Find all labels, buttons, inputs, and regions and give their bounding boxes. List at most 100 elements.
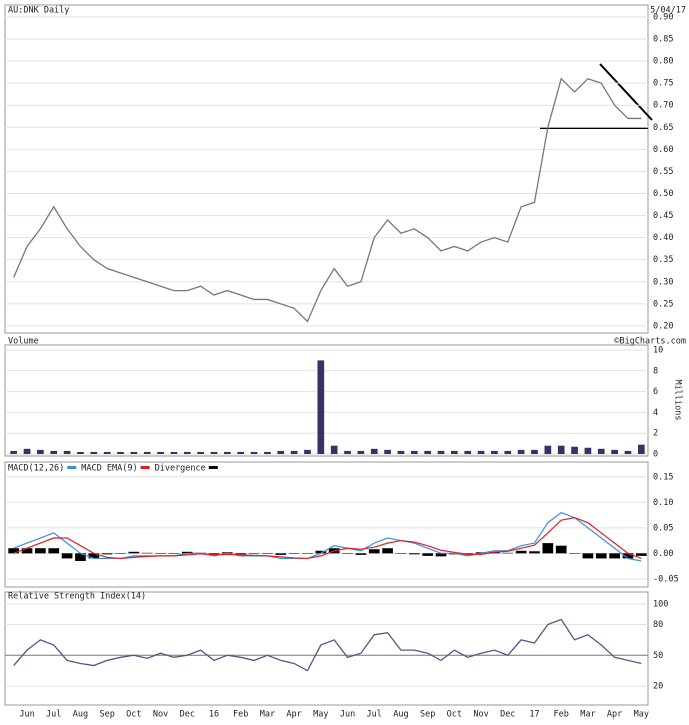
y-tick-label: 0.45 xyxy=(653,211,673,221)
divergence-bar xyxy=(8,548,20,554)
rsi-title: Relative Strength Index(14) xyxy=(8,592,146,602)
y-tick-label: 0.90 xyxy=(653,12,673,22)
x-tick-label: Dec xyxy=(500,710,515,720)
volume-bar xyxy=(611,449,618,455)
divergence-bar xyxy=(635,553,647,556)
volume-bar xyxy=(437,450,445,455)
x-tick-label: Jul xyxy=(46,710,61,720)
y-tick-label: 0.30 xyxy=(653,277,673,287)
x-tick-label: May xyxy=(313,710,328,720)
x-tick-label: Jun xyxy=(19,710,34,720)
y-tick-label: 50 xyxy=(653,651,663,661)
volume-bar xyxy=(170,451,178,455)
volume-bar xyxy=(157,451,164,455)
divergence-bar xyxy=(315,550,327,554)
divergence-bar xyxy=(595,553,607,559)
y-tick-label: 0.10 xyxy=(653,498,673,508)
volume-bar xyxy=(63,450,71,455)
x-tick-label: May xyxy=(634,710,649,720)
x-tick-label: Mar xyxy=(260,710,275,720)
volume-bar xyxy=(10,450,18,455)
volume-bar xyxy=(277,450,285,455)
divergence-bar xyxy=(408,553,420,555)
y-tick-label: 0.50 xyxy=(653,189,673,199)
x-tick-label: Aug xyxy=(393,710,408,720)
volume-bar xyxy=(544,445,552,455)
date-label: 5/04/17 xyxy=(650,6,686,16)
divergence-bar xyxy=(342,553,353,554)
divergence-bar xyxy=(542,543,554,554)
volume-bar xyxy=(290,450,298,455)
divergence-bar xyxy=(88,553,100,559)
y-tick-label: 6 xyxy=(653,387,658,397)
divergence-bar xyxy=(275,553,287,555)
x-tick-label: Sep xyxy=(420,710,435,720)
chart-title: AU:DNK Daily xyxy=(8,6,69,16)
divergence-bar xyxy=(395,553,407,554)
y-tick-label: 0.85 xyxy=(653,34,673,44)
volume-bar xyxy=(37,449,44,455)
x-tick-label: Aug xyxy=(73,710,88,720)
volume-bar xyxy=(237,451,245,455)
y-tick-label: 20 xyxy=(653,682,663,692)
divergence-bar xyxy=(515,550,527,554)
divergence-bar xyxy=(155,553,166,554)
divergence-bar xyxy=(168,553,180,554)
volume-bar xyxy=(183,451,191,455)
volume-bar xyxy=(250,451,258,455)
volume-bar xyxy=(424,450,431,455)
y-tick-label: 0.05 xyxy=(653,523,673,533)
divergence-bar xyxy=(128,551,140,554)
divergence-bar xyxy=(208,553,220,555)
divergence-bar xyxy=(529,551,540,554)
y-tick-label: 0.20 xyxy=(653,321,673,331)
volume-bar xyxy=(571,446,578,455)
volume-bar xyxy=(344,450,351,455)
volume-bar xyxy=(224,451,231,455)
x-tick-label: Feb xyxy=(554,710,569,720)
y-tick-label: 0.35 xyxy=(653,255,673,265)
volume-bar xyxy=(410,450,418,455)
y-tick-label: 0.75 xyxy=(653,79,673,89)
volume-bar xyxy=(531,449,538,455)
divergence-bar xyxy=(181,551,193,554)
volume-bar xyxy=(357,450,365,455)
y-axis-label: Millions xyxy=(673,380,683,421)
x-tick-label: Nov xyxy=(473,710,488,720)
y-tick-label: 4 xyxy=(653,408,658,418)
volume-bar xyxy=(597,448,605,455)
volume-bar xyxy=(557,445,565,455)
x-tick-label: Jul xyxy=(367,710,382,720)
y-tick-label: 0.60 xyxy=(653,145,673,155)
y-tick-label: 0.65 xyxy=(653,123,673,133)
volume-bar xyxy=(304,449,311,455)
credit: ©BigCharts.com xyxy=(614,337,686,347)
divergence-bar xyxy=(382,548,393,554)
price-line xyxy=(13,77,642,323)
volume-bar xyxy=(317,360,325,455)
divergence-bar xyxy=(21,548,33,554)
volume-bar xyxy=(370,448,378,455)
volume-bar xyxy=(584,447,592,455)
volume-bar xyxy=(330,445,338,455)
x-tick-label: Apr xyxy=(607,710,622,720)
resistance-line xyxy=(599,63,653,121)
y-tick-label: -0.05 xyxy=(653,574,679,584)
volume-bar xyxy=(491,450,498,455)
x-tick-label: Nov xyxy=(153,710,168,720)
volume-bar xyxy=(451,450,458,455)
divergence-bar xyxy=(288,553,300,554)
divergence-bar xyxy=(75,553,86,561)
volume-bar xyxy=(197,451,204,455)
divergence-bar xyxy=(582,553,594,559)
y-tick-label: 0.15 xyxy=(653,472,673,482)
y-tick-label: 0.40 xyxy=(653,233,673,243)
volume-bar xyxy=(23,448,31,455)
volume-bar xyxy=(637,444,645,455)
y-tick-label: 2 xyxy=(653,429,658,439)
volume-bar xyxy=(517,449,525,455)
divergence-bar xyxy=(61,553,73,559)
volume-panel xyxy=(4,344,649,457)
y-tick-label: 0.00 xyxy=(653,549,673,559)
